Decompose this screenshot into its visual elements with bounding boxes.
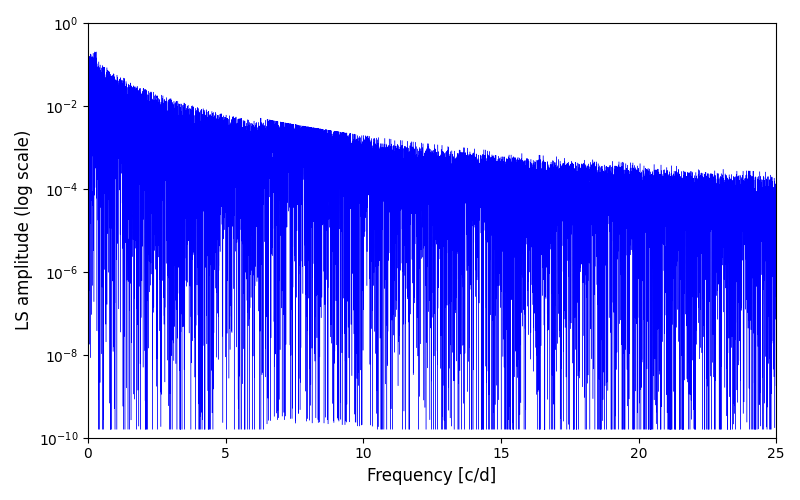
X-axis label: Frequency [c/d]: Frequency [c/d] [367, 467, 497, 485]
Y-axis label: LS amplitude (log scale): LS amplitude (log scale) [15, 130, 33, 330]
